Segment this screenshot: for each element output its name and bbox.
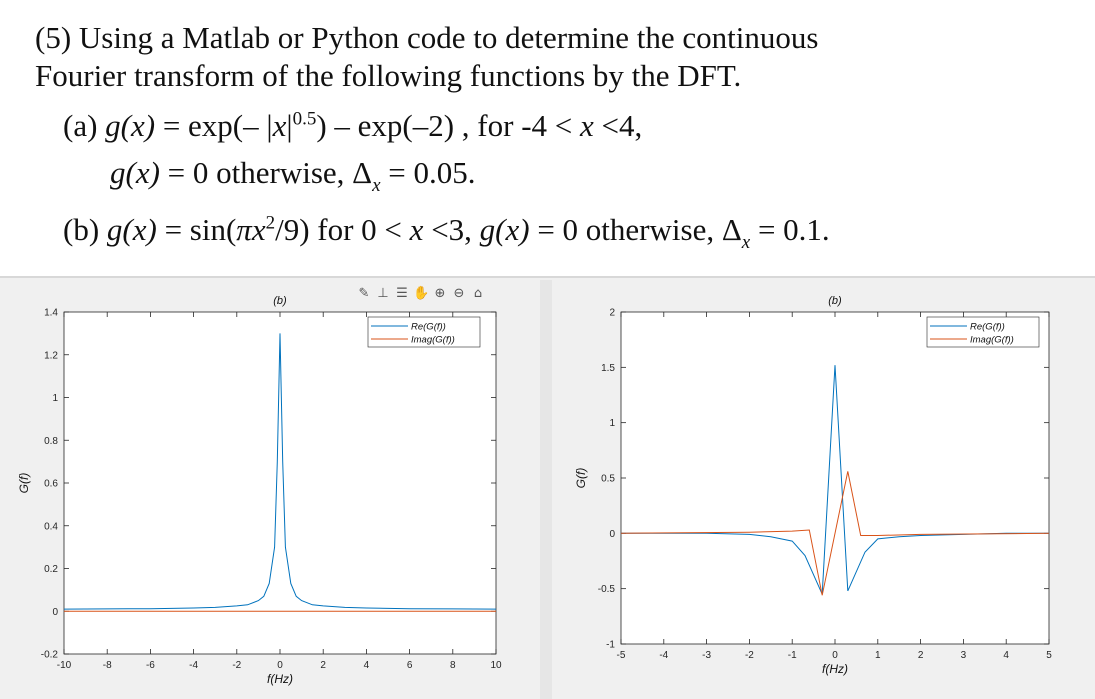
part-a-eq3: ) – exp(–2) , for -4 < bbox=[316, 108, 581, 143]
home-icon[interactable]: ⌂ bbox=[473, 286, 483, 301]
legend-icon[interactable]: ☰ bbox=[396, 286, 408, 301]
chart1-xtick-label: 3 bbox=[961, 650, 967, 661]
chart1-ytick-label: 1.5 bbox=[601, 363, 615, 374]
chart1-ytick-label: 0.5 bbox=[601, 474, 615, 485]
chart0-axes-box bbox=[63, 311, 497, 655]
part-a-eq1: = exp(– | bbox=[155, 108, 273, 143]
chart0-xtick-label: -8 bbox=[103, 660, 112, 671]
chart0-legend-label: Imag(G(f)) bbox=[411, 335, 455, 346]
chart1-xtick-label: -3 bbox=[702, 650, 711, 661]
chart0-xtick-label: 6 bbox=[407, 660, 413, 671]
figure-separator bbox=[540, 280, 552, 699]
chart1-xtick-label: -2 bbox=[745, 650, 754, 661]
part-b-var-x: x bbox=[409, 212, 424, 247]
chart1-ytick-label: 2 bbox=[609, 308, 615, 319]
chart0-xlabel: f(Hz) bbox=[267, 672, 293, 686]
brush-icon[interactable]: ✎ bbox=[358, 286, 370, 301]
zoom-in-icon[interactable]: ⊕ bbox=[434, 286, 446, 301]
chart0-ytick-label: 0.2 bbox=[44, 564, 58, 575]
chart1-xlabel: f(Hz) bbox=[822, 662, 848, 676]
chart0-series-line-re bbox=[63, 333, 497, 610]
chart1-ylabel: G(f) bbox=[574, 468, 588, 489]
data-tips-icon[interactable]: ⊥ bbox=[377, 286, 389, 301]
part-a-otherwise: g(x) = 0 otherwise, Δx = 0.05. bbox=[110, 155, 476, 196]
chart0-xtick-label: 8 bbox=[450, 660, 456, 671]
part-a-equation: (a) g(x) = exp(– |x|0.5) – exp(–2) , for… bbox=[63, 108, 642, 144]
part-a-eq2: | bbox=[286, 108, 293, 143]
part-b-exponent: 2 bbox=[265, 212, 276, 234]
chart0-ytick-label: 0 bbox=[52, 607, 58, 618]
part-a-g-of-x: g(x) bbox=[105, 108, 156, 143]
part-a-delta-sub: x bbox=[372, 175, 381, 196]
chart0-ytick-label: 1.4 bbox=[44, 308, 58, 319]
part-a-g-of-x-2: g(x) bbox=[110, 155, 160, 190]
figure-a-chart: -10 -8 -6 -4 -2 0 2 4 6 8 10 -0.2 0 0.2 0.4 0.6 0.8 1 1.2 1… bbox=[17, 295, 502, 686]
divider bbox=[0, 276, 1095, 278]
pan-icon[interactable]: ✋ bbox=[413, 286, 430, 301]
chart0-xtick-label: 2 bbox=[320, 660, 326, 671]
chart1-legend-label: Re(G(f)) bbox=[970, 322, 1005, 333]
chart1-xtick-label: -1 bbox=[788, 650, 797, 661]
part-a-var-x2: x bbox=[580, 108, 594, 143]
chart1-ytick-label: 1 bbox=[609, 418, 615, 429]
chart1-axes-box bbox=[620, 311, 1050, 645]
part-b-eq4: = 0 otherwise, Δ bbox=[529, 212, 742, 247]
chart1-xtick-label: 1 bbox=[875, 650, 881, 661]
chart1-xtick-label: -5 bbox=[617, 650, 626, 661]
part-b-g-of-x-2: g(x) bbox=[479, 212, 530, 247]
chart0-ytick-label: -0.2 bbox=[41, 650, 59, 661]
chart0-xtick-label: -4 bbox=[189, 660, 198, 671]
part-b-delta-sub: x bbox=[741, 232, 751, 253]
problem-statement: (5) Using a Matlab or Python code to det… bbox=[0, 0, 1095, 275]
part-a-otherwise-text: = 0 otherwise, Δ bbox=[159, 155, 373, 190]
chart1-xtick-label: 0 bbox=[832, 650, 838, 661]
chart1-xtick-label: 4 bbox=[1003, 650, 1009, 661]
chart1-series-line-re bbox=[621, 365, 1049, 595]
part-b-delta-value: = 0.1. bbox=[750, 212, 830, 247]
problem-line-1: (5) Using a Matlab or Python code to det… bbox=[35, 20, 819, 55]
chart0-xtick-label: -10 bbox=[57, 660, 72, 671]
problem-line-2: Fourier transform of the following funct… bbox=[35, 58, 742, 93]
chart0-title: (b) bbox=[273, 295, 287, 307]
chart1-ytick-label: -0.5 bbox=[598, 584, 616, 595]
chart1-xtick-label: 2 bbox=[918, 650, 924, 661]
part-b-g-of-x: g(x) bbox=[106, 212, 157, 247]
chart0-ytick-label: 0.4 bbox=[44, 521, 58, 532]
chart0-ytick-label: 0.8 bbox=[44, 436, 58, 447]
chart0-xtick-label: -6 bbox=[146, 660, 155, 671]
part-b-eq1: = sin( bbox=[156, 212, 237, 247]
part-b-eq2: /9) for 0 < bbox=[275, 212, 410, 247]
chart0-ytick-label: 0.6 bbox=[44, 479, 58, 490]
part-b-pi-x: πx bbox=[236, 212, 266, 247]
chart1-ytick-label: -1 bbox=[606, 640, 615, 651]
chart1-xtick-label: 5 bbox=[1046, 650, 1052, 661]
chart1-ytick-label: 0 bbox=[609, 529, 615, 540]
part-a-exponent: 0.5 bbox=[292, 108, 317, 130]
chart0-ytick-label: 1 bbox=[52, 393, 58, 404]
figure-toolbar: ✎ ⊥ ☰ ✋ ⊕ ⊖ ⌂ bbox=[356, 286, 486, 304]
chart0-ytick-label: 1.2 bbox=[44, 350, 58, 361]
chart1-legend-label: Imag(G(f)) bbox=[970, 335, 1014, 346]
figure-b-chart: -5 -4 -3 -2 -1 0 1 2 3 4 5 -1 -0.5 0 0.5 1 1.5 2 (b) f(Hz) G… bbox=[574, 295, 1052, 676]
chart0-ylabel: G(f) bbox=[17, 473, 31, 494]
part-a-label: (a) bbox=[63, 108, 106, 143]
part-a-var-x: x bbox=[272, 108, 287, 143]
part-b-equation: (b) g(x) = sin(πx2/9) for 0 < x <3, g(x)… bbox=[63, 212, 830, 253]
part-a-eq4: <4, bbox=[593, 108, 643, 143]
part-a-delta-value: = 0.05. bbox=[380, 155, 476, 190]
chart0-xtick-label: -2 bbox=[232, 660, 241, 671]
chart0-legend bbox=[367, 316, 481, 348]
chart0-legend-label: Re(G(f)) bbox=[411, 322, 446, 333]
chart0-xtick-label: 10 bbox=[490, 660, 502, 671]
chart1-series-line-imag bbox=[620, 471, 1050, 596]
chart0-xtick-label: 4 bbox=[364, 660, 370, 671]
chart0-xtick-label: 0 bbox=[277, 660, 283, 671]
chart1-xtick-label: -4 bbox=[659, 650, 668, 661]
part-b-label: (b) bbox=[63, 212, 107, 247]
zoom-out-icon[interactable]: ⊖ bbox=[453, 286, 465, 301]
part-b-eq3: <3, bbox=[423, 212, 480, 247]
chart1-legend bbox=[926, 316, 1040, 348]
chart1-title: (b) bbox=[828, 295, 842, 307]
